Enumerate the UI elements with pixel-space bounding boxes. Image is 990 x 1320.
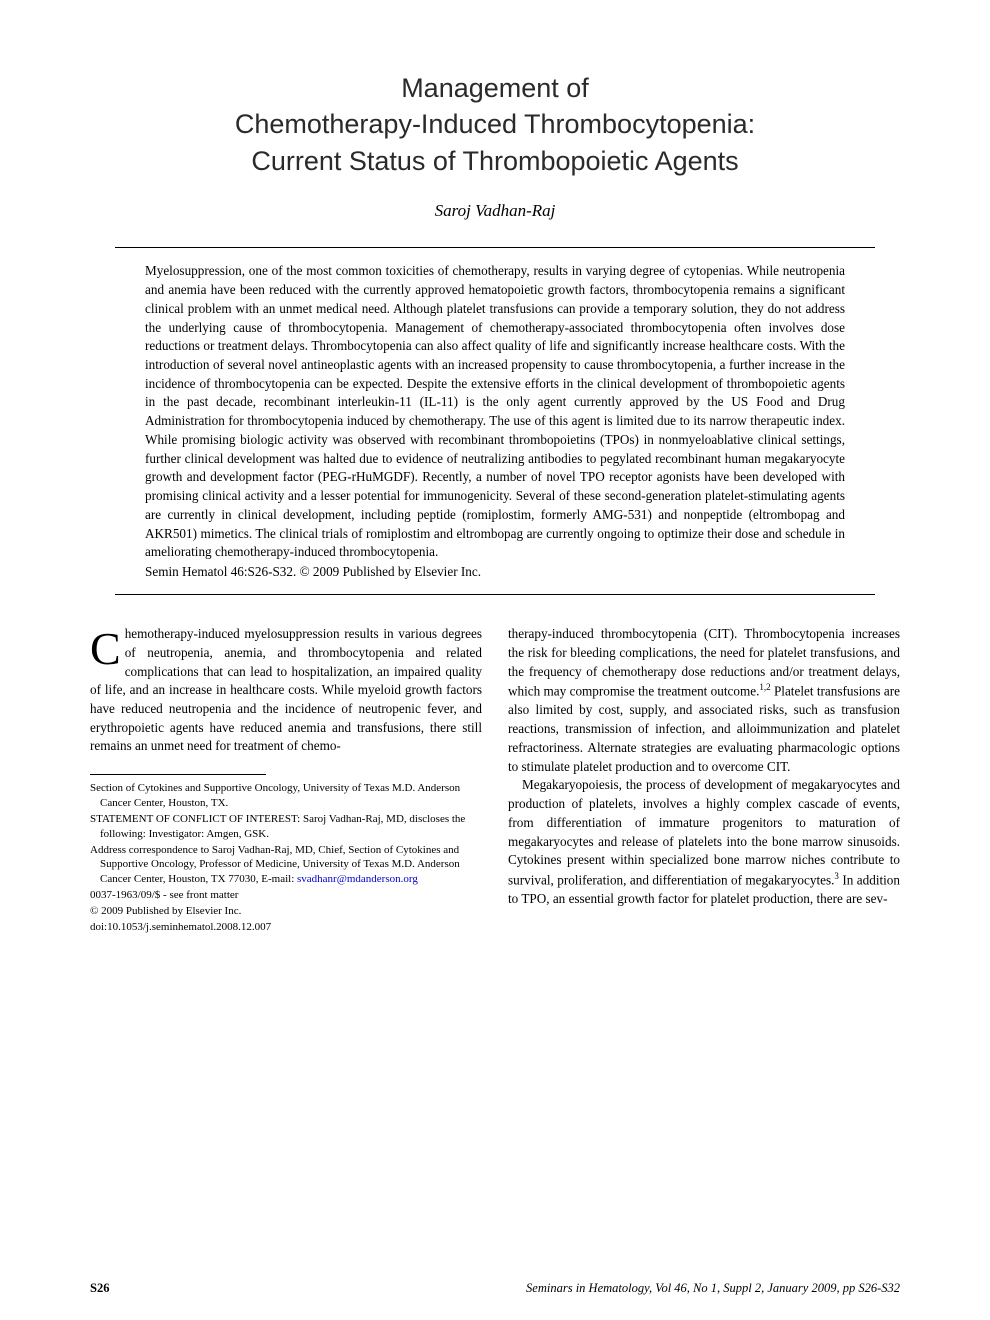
footnote-correspondence: Address correspondence to Saroj Vadhan-R… — [90, 843, 482, 888]
footer-citation: Seminars in Hematology, Vol 46, No 1, Su… — [526, 1281, 900, 1296]
body-p1-text: hemotherapy-induced myelosuppression res… — [90, 626, 482, 753]
dropcap: C — [90, 625, 125, 668]
abstract-text: Myelosuppression, one of the most common… — [145, 262, 845, 562]
body-columns: Chemotherapy-induced myelosuppression re… — [90, 625, 900, 936]
footnote-issn: 0037-1963/09/$ - see front matter — [90, 888, 482, 903]
body-col2-p2a: Megakaryopoiesis, the process of develop… — [508, 777, 900, 887]
title-line-1: Management of — [401, 73, 589, 103]
article-title: Management of Chemotherapy-Induced Throm… — [90, 70, 900, 179]
footnote-doi: doi:10.1053/j.seminhematol.2008.12.007 — [90, 920, 482, 935]
footnote-conflict: STATEMENT OF CONFLICT OF INTEREST: Saroj… — [90, 812, 482, 842]
title-line-2: Chemotherapy-Induced Thrombocytopenia: — [235, 109, 755, 139]
footnote-publisher: © 2009 Published by Elsevier Inc. — [90, 904, 482, 919]
author-name: Saroj Vadhan-Raj — [90, 201, 900, 221]
body-paragraph-1: Chemotherapy-induced myelosuppression re… — [90, 625, 482, 756]
column-right: therapy-induced thrombocytopenia (CIT). … — [508, 625, 900, 936]
correspondence-email[interactable]: svadhanr@mdanderson.org — [297, 873, 418, 885]
column-left: Chemotherapy-induced myelosuppression re… — [90, 625, 482, 936]
title-line-3: Current Status of Thrombopoietic Agents — [251, 146, 738, 176]
citation-ref-1-2: 1,2 — [759, 682, 770, 692]
body-paragraph-2: Megakaryopoiesis, the process of develop… — [508, 776, 900, 909]
footnote-separator — [90, 774, 266, 775]
page-footer: S26 Seminars in Hematology, Vol 46, No 1… — [90, 1281, 900, 1296]
page-number: S26 — [90, 1281, 109, 1296]
abstract-copyright: Semin Hematol 46:S26-S32. © 2009 Publish… — [145, 564, 845, 580]
footnote-affiliation: Section of Cytokines and Supportive Onco… — [90, 781, 482, 811]
abstract-container: Myelosuppression, one of the most common… — [115, 247, 875, 595]
body-paragraph-1-cont: therapy-induced thrombocytopenia (CIT). … — [508, 625, 900, 776]
